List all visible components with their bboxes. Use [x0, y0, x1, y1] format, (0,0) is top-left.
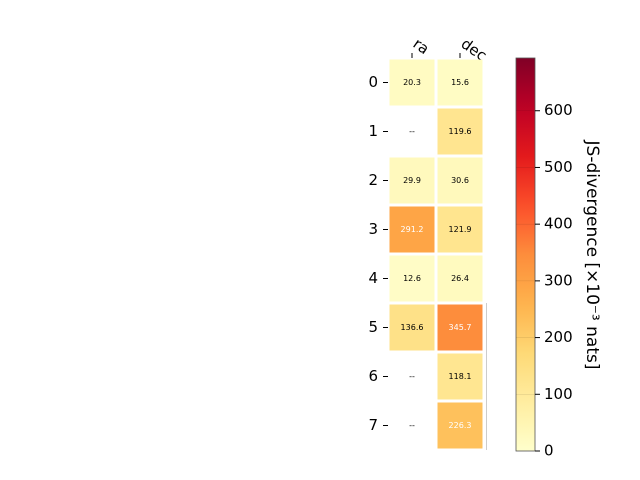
colorbar-gradient	[515, 57, 536, 452]
heatmap-cell	[389, 157, 435, 204]
colorbar-tick-label: 0	[544, 442, 554, 460]
cell-label: 136.6	[401, 323, 424, 332]
heatmap-cell	[437, 353, 483, 400]
heatmap-cell	[389, 255, 435, 302]
cell-label: 119.6	[449, 127, 472, 136]
heatmap-cell	[437, 157, 483, 204]
row-label-7: 7	[368, 416, 378, 434]
cell-label: --	[409, 127, 415, 136]
heatmap-cell	[437, 304, 483, 351]
cell-label: 26.4	[451, 274, 469, 283]
cell-label: --	[409, 421, 415, 430]
colorbar-tick-label: 500	[544, 158, 573, 176]
row-labels: 0 1 2 3 4 5 6 7	[368, 73, 388, 434]
heatmap-cell	[437, 206, 483, 253]
cell-label: 226.3	[449, 421, 472, 430]
heatmap-cell	[389, 59, 435, 106]
cell-label: 345.7	[449, 323, 472, 332]
heatmap-cell	[389, 206, 435, 253]
heatmap-cell	[437, 59, 483, 106]
heatmap-cells: 20.3 15.6 -- 119.6 29.9 30.6 291.2 121.9 12.6 26.…	[389, 59, 487, 450]
cell-label: 20.3	[403, 78, 421, 87]
row-label-1: 1	[368, 122, 378, 140]
cell-label: 30.6	[451, 176, 469, 185]
column-label-ra: ra	[410, 35, 433, 59]
colorbar-tick-label: 600	[544, 101, 573, 119]
row-label-4: 4	[368, 269, 378, 287]
colorbar-label: JS-divergence [×10⁻³ nats]	[582, 140, 602, 370]
heatmap-cell	[437, 108, 483, 155]
cell-label: 12.6	[403, 274, 421, 283]
row-label-3: 3	[368, 220, 378, 238]
row-label-6: 6	[368, 367, 378, 385]
cell-label: --	[409, 372, 415, 381]
cell-label: 118.1	[449, 372, 472, 381]
colorbar-tick-label: 100	[544, 385, 573, 403]
row-label-0: 0	[368, 73, 378, 91]
colorbar-tick-label: 400	[544, 215, 573, 233]
cell-label: 29.9	[403, 176, 421, 185]
cell-label: 15.6	[451, 78, 469, 87]
colorbar: 0 100 200 300 400 500 600	[515, 57, 573, 460]
heatmap-cell	[389, 304, 435, 351]
colorbar-tick-label: 200	[544, 328, 573, 346]
cell-label: 121.9	[449, 225, 472, 234]
row-label-5: 5	[368, 318, 378, 336]
colorbar-tick-label: 300	[544, 271, 573, 289]
heatmap-cell	[437, 402, 483, 449]
row-label-2: 2	[368, 171, 378, 189]
cell-label: 291.2	[401, 225, 424, 234]
heatmap-cell	[437, 255, 483, 302]
